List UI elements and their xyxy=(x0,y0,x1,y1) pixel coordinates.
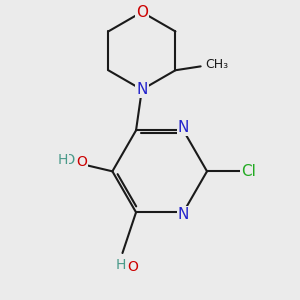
Text: N: N xyxy=(178,207,189,222)
Text: H: H xyxy=(57,153,68,167)
Text: H: H xyxy=(115,258,126,272)
Text: O: O xyxy=(136,4,148,20)
Text: N: N xyxy=(178,120,189,135)
Text: CH₃: CH₃ xyxy=(205,58,228,71)
Text: Cl: Cl xyxy=(241,164,256,179)
Text: N: N xyxy=(136,82,148,97)
Text: O: O xyxy=(76,154,87,169)
Text: O: O xyxy=(128,260,138,274)
Text: HO: HO xyxy=(55,154,76,167)
